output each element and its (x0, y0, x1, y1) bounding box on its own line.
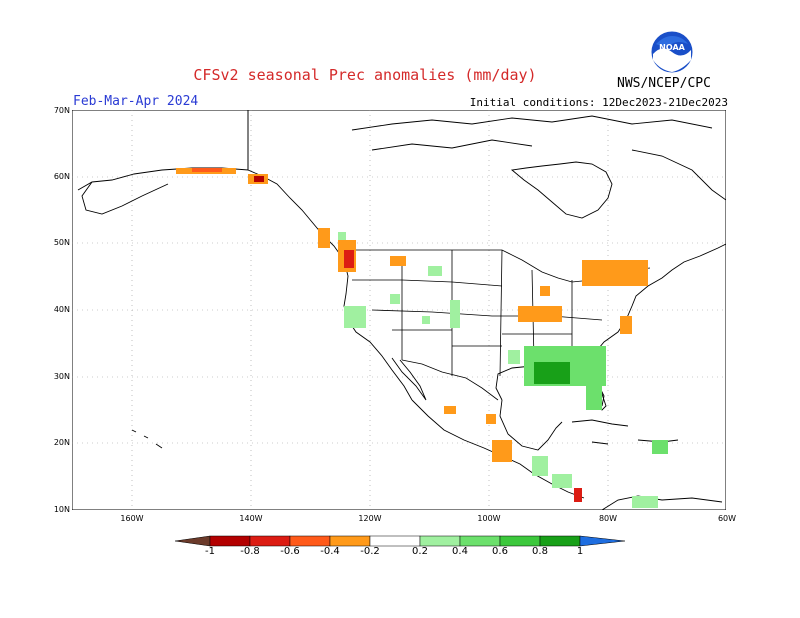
colorbar-right-arrow (579, 535, 626, 547)
lon-label-80w: 80W (598, 514, 618, 523)
colorbar-label: 0.6 (492, 546, 508, 557)
dry-anomalies (176, 168, 648, 502)
lat-label-20n: 20N (53, 438, 70, 447)
colorbar-label: -1 (205, 546, 215, 557)
graticule (72, 110, 726, 510)
lat-label-10n: 10N (53, 505, 70, 514)
lat-label-70n: 70N (53, 106, 70, 115)
lat-label-60n: 60N (53, 172, 70, 181)
initial-conditions: Initial conditions: 12Dec2023-21Dec2023 (469, 96, 728, 109)
lon-label-60w: 60W (717, 514, 737, 523)
forecast-period: Feb-Mar-Apr 2024 (73, 94, 199, 109)
colorbar-label: 0.8 (532, 546, 548, 557)
lat-label-50n: 50N (53, 238, 70, 247)
colorbar-left-arrow (174, 535, 211, 547)
colorbar-label: 0.2 (412, 546, 428, 557)
lon-label-100w: 100W (477, 514, 501, 523)
noaa-logo-icon: NOAA (650, 30, 694, 74)
lon-label-160w: 160W (120, 514, 144, 523)
colorbar-label: -0.6 (280, 546, 300, 557)
colorbar-label: 1 (576, 546, 584, 557)
lat-label-30n: 30N (53, 372, 70, 381)
precip-anomaly-map (72, 110, 726, 510)
lon-label-120w: 120W (358, 514, 382, 523)
colorbar-legend (174, 535, 626, 547)
lat-label-40n: 40N (53, 305, 70, 314)
colorbar-label: -0.2 (360, 546, 380, 557)
colorbar-label: -0.4 (320, 546, 340, 557)
svg-text:NOAA: NOAA (659, 43, 685, 52)
wet-anomalies (338, 232, 668, 508)
agency-label: NWS/NCEP/CPC (617, 76, 711, 91)
colorbar-label: 0.4 (452, 546, 468, 557)
map-title: CFSv2 seasonal Prec anomalies (mm/day) (193, 66, 537, 84)
lon-label-140w: 140W (239, 514, 263, 523)
colorbar-label: -0.8 (240, 546, 260, 557)
